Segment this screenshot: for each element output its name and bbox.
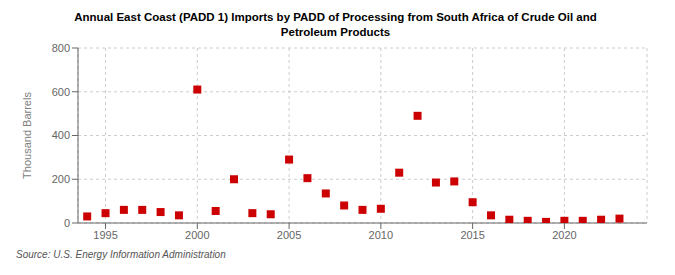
svg-text:2015: 2015 [460, 229, 484, 241]
svg-text:2005: 2005 [277, 229, 301, 241]
svg-text:600: 600 [52, 86, 70, 98]
svg-text:Thousand Barrels: Thousand Barrels [21, 92, 33, 179]
svg-text:800: 800 [52, 42, 70, 54]
svg-text:400: 400 [52, 129, 70, 141]
html-text:Annual East Coast (PADD 1) Imp: Annual East Coast (PADD 1) Imports by PA… [74, 11, 597, 23]
svg-text:0: 0 [64, 217, 70, 229]
svg-text:2020: 2020 [552, 229, 576, 241]
html-text:Source: U.S. Energy Informatio: Source: U.S. Energy Information Administ… [16, 249, 226, 260]
svg-text:2000: 2000 [185, 229, 209, 241]
svg-text:200: 200 [52, 173, 70, 185]
svg-text:1995: 1995 [93, 229, 117, 241]
svg-text:2010: 2010 [369, 229, 393, 241]
html-text:Petroleum Products: Petroleum Products [280, 26, 391, 38]
